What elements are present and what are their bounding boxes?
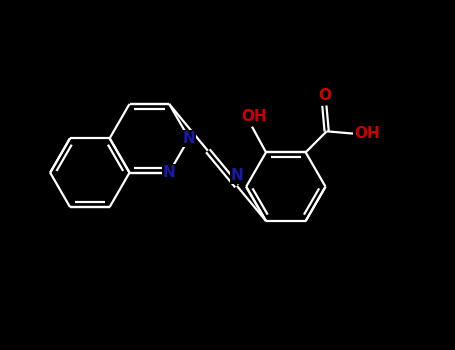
- Text: O: O: [318, 88, 331, 103]
- Text: N: N: [231, 168, 243, 183]
- Text: OH: OH: [354, 126, 379, 141]
- Text: N: N: [182, 131, 195, 146]
- Text: OH: OH: [242, 109, 267, 124]
- Text: N: N: [163, 165, 176, 180]
